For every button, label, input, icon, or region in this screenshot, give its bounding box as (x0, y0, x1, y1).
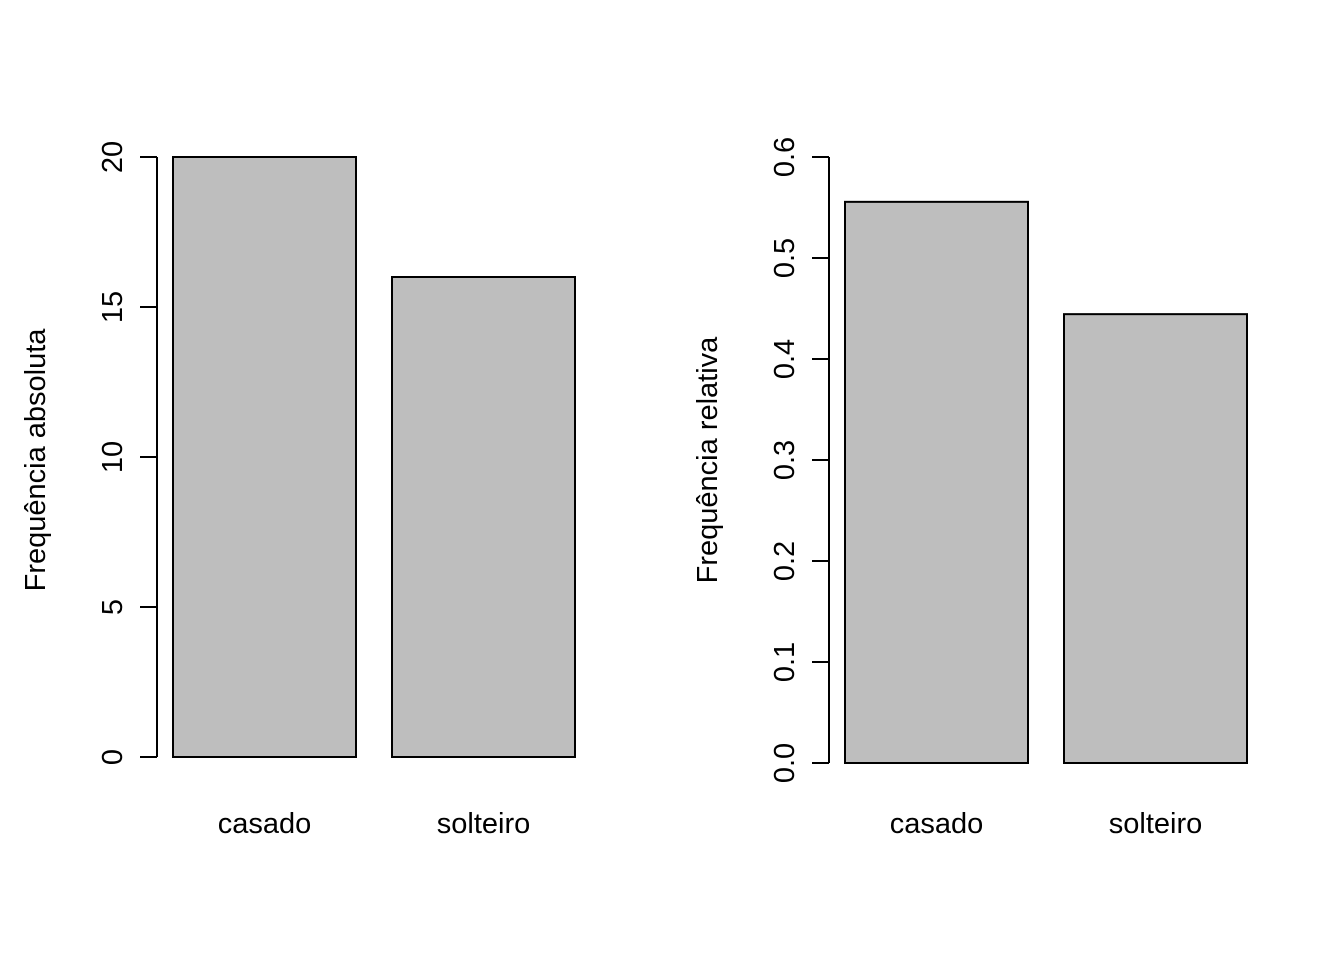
y-tick-label: 5 (97, 599, 129, 615)
y-tick-label: 20 (97, 141, 129, 173)
bar-casado (172, 156, 357, 758)
bar-solteiro (1063, 313, 1248, 764)
y-tick-label: 0.5 (769, 238, 801, 278)
category-label-casado: casado (890, 808, 984, 840)
relative-frequency-chart: 0.0 0.1 0.2 0.3 0.4 0.5 0.6 Frequência relativa… (692, 137, 1248, 840)
y-tick-label: 0.1 (769, 642, 801, 682)
y-tick-label: 0.6 (769, 137, 801, 177)
y-tick-label: 0.4 (769, 339, 801, 379)
category-label-solteiro: solteiro (1109, 808, 1203, 840)
category-label-casado: casado (218, 808, 312, 840)
category-label-solteiro: solteiro (437, 808, 531, 840)
y-tick-label: 15 (97, 291, 129, 323)
absolute-frequency-chart: 0 5 10 15 20 Frequência absoluta casado solteir… (20, 141, 576, 840)
y-tick-label: 0.2 (769, 541, 801, 581)
y-tick-label: 10 (97, 441, 129, 473)
y-axis-title: Frequência relativa (692, 336, 724, 583)
y-tick-label: 0.3 (769, 440, 801, 480)
bar-casado (844, 200, 1029, 764)
y-tick-label: 0 (97, 749, 129, 765)
y-axis-title: Frequência absoluta (20, 328, 52, 592)
bar-solteiro (391, 276, 576, 758)
y-tick-label: 0.0 (769, 743, 801, 783)
